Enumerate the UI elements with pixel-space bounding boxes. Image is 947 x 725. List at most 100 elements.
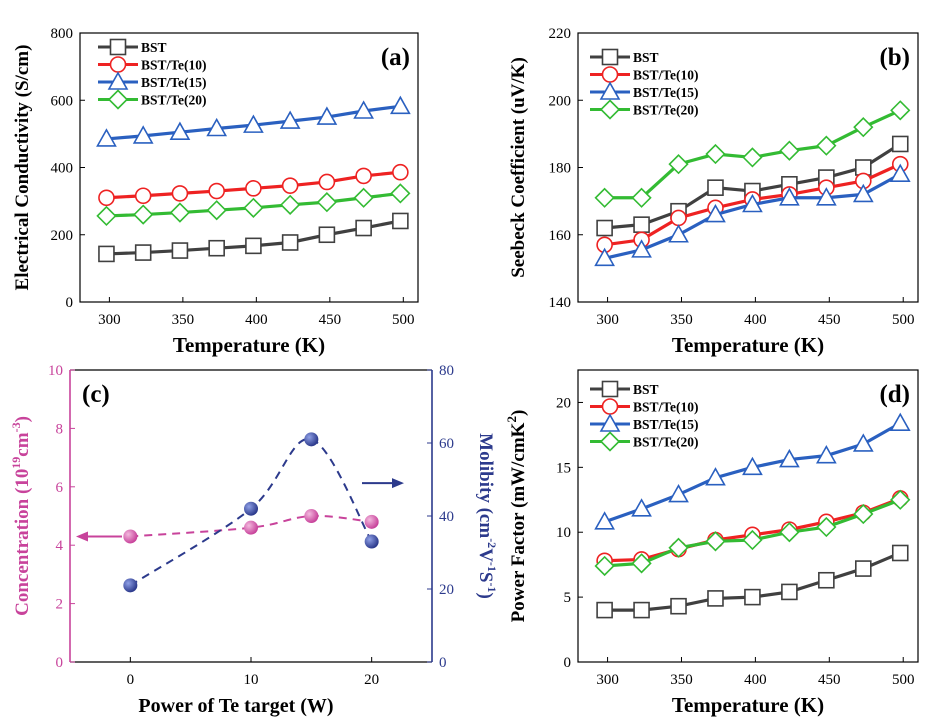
- data-point: [779, 448, 800, 468]
- legend-marker: [109, 56, 127, 73]
- data-point: [243, 114, 264, 133]
- y-right-tick-label: 60: [439, 436, 454, 452]
- x-tick-label: 350: [670, 312, 693, 328]
- data-point: [890, 489, 911, 510]
- y-tick-label: 0: [66, 295, 74, 311]
- x-tick-label: 300: [596, 672, 619, 688]
- legend-label: BST/Te(20): [141, 93, 207, 108]
- legend-marker: [109, 38, 127, 56]
- x-tick-label: 0: [127, 672, 135, 688]
- y-tick-label: 15: [556, 460, 571, 476]
- series-bst-te-10-: [98, 163, 409, 207]
- series-bst-te-20-: [96, 183, 411, 227]
- label-sup: -3: [9, 422, 23, 432]
- data-point: [316, 192, 338, 213]
- data-point: [169, 121, 191, 140]
- data-point: [389, 95, 411, 115]
- data-point: [279, 110, 301, 129]
- x-tick-label: 350: [172, 312, 195, 328]
- x-axis-label: Temperature (K): [173, 333, 325, 357]
- panel-label: (b): [879, 44, 910, 71]
- legend-entry: BST/Te(20): [590, 431, 699, 452]
- y-left-tick-label: 0: [56, 655, 64, 671]
- data-point: [818, 571, 835, 589]
- label-part: ): [12, 416, 33, 422]
- data-point: [815, 445, 837, 464]
- data-point: [96, 205, 117, 227]
- y-tick-label: 10: [556, 525, 571, 541]
- data-point: [889, 412, 911, 432]
- data-point: [631, 553, 652, 574]
- legend-label: BST/Te(15): [141, 75, 207, 90]
- series-bst-te-20-: [594, 489, 911, 577]
- y-tick-label: 0: [564, 655, 572, 671]
- series-concentration: [123, 509, 379, 544]
- chart-panel-a: 300 350 400 450 500 0 200 400 600 800 Temperature …: [12, 26, 419, 357]
- x-tick-label: 450: [818, 672, 841, 688]
- data-point: [392, 212, 409, 230]
- legend-label: BST/Te(20): [633, 435, 699, 450]
- y-axis-label: Seebeck Coefficient (uV/K): [508, 57, 529, 278]
- chart-panel-b: 300 350 400 450 500 140 160 180 200 220 Temperatur…: [508, 26, 919, 357]
- data-point: [244, 520, 258, 535]
- data-point: [171, 185, 189, 202]
- legend-marker: [601, 48, 619, 66]
- data-point: [594, 511, 615, 530]
- x-tick-label: 300: [596, 312, 619, 328]
- legend-label: BST/Te(20): [633, 103, 699, 118]
- data-point: [853, 117, 874, 138]
- label-part: Molibity (cm: [475, 433, 496, 538]
- y-axis-label: Power Factor (mW/cmK2): [504, 410, 529, 623]
- data-point: [742, 456, 763, 476]
- data-point: [392, 163, 409, 181]
- y-right-tick-label: 20: [439, 582, 454, 598]
- series-bst-te-15-: [96, 95, 411, 147]
- data-point: [633, 216, 650, 233]
- series-bst-te-15-: [594, 163, 911, 267]
- left-axis-arrowhead: [76, 531, 88, 542]
- y-left-tick-label: 2: [56, 597, 64, 613]
- y-tick-label: 200: [51, 228, 74, 244]
- data-point: [243, 197, 264, 218]
- data-point: [668, 483, 689, 503]
- legend-label: BST/Te(10): [633, 68, 699, 83]
- data-point: [206, 117, 228, 137]
- data-point: [171, 242, 189, 259]
- y-left-tick-label: 6: [56, 480, 64, 496]
- legend-label: BST: [141, 40, 167, 55]
- panel-label: (c): [82, 381, 110, 408]
- data-point: [208, 182, 225, 200]
- data-point: [318, 173, 336, 191]
- label-sup: -1: [485, 583, 499, 593]
- legend-marker: [107, 71, 129, 90]
- data-point: [816, 516, 837, 538]
- x-tick-label: 10: [244, 672, 259, 688]
- data-point: [596, 601, 613, 619]
- data-point: [281, 177, 299, 194]
- y-tick-label: 200: [549, 93, 572, 109]
- chart-panel-d: 300 350 400 450 500 0 5 10 15 20 Temperature (K) Po…: [504, 369, 919, 717]
- y-left-axis-label: Concentration (1019cm-3): [9, 416, 33, 616]
- data-point: [364, 514, 379, 529]
- data-point: [355, 219, 372, 237]
- series-bst: [98, 212, 409, 263]
- legend-entry: BST/Te(20): [98, 89, 207, 110]
- y-tick-label: 600: [51, 93, 74, 109]
- data-point: [779, 187, 800, 206]
- data-point: [742, 529, 763, 551]
- x-tick-label: 400: [744, 672, 767, 688]
- data-point: [245, 237, 262, 255]
- series-curve: [129, 438, 373, 587]
- legend-entry: BST: [98, 38, 167, 56]
- series-bst-te-15-: [594, 412, 911, 530]
- y-tick-label: 140: [549, 295, 572, 311]
- data-point: [668, 154, 689, 175]
- legend-label: BST: [633, 382, 659, 397]
- x-tick-label: 500: [892, 312, 915, 328]
- data-point: [815, 187, 837, 206]
- x-tick-label: 400: [245, 312, 268, 328]
- data-point: [304, 509, 319, 523]
- data-point: [816, 135, 837, 156]
- data-point: [390, 183, 411, 204]
- data-point: [594, 247, 615, 267]
